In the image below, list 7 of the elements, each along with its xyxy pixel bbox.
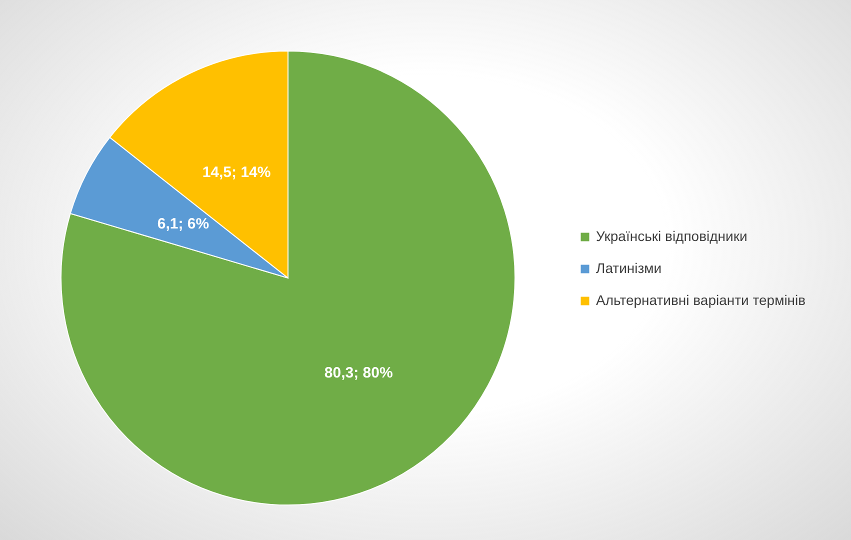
data-label: 80,3; 80%: [324, 364, 393, 382]
legend-label: Латинізми: [596, 260, 662, 276]
legend-label: Українські відповідники: [596, 228, 748, 244]
legend-label: Альтернативні варіанти термінів: [596, 292, 806, 308]
data-label: 6,1; 6%: [157, 216, 210, 233]
pie-slice: [60, 50, 516, 506]
data-label: 14,5; 14%: [202, 164, 271, 181]
